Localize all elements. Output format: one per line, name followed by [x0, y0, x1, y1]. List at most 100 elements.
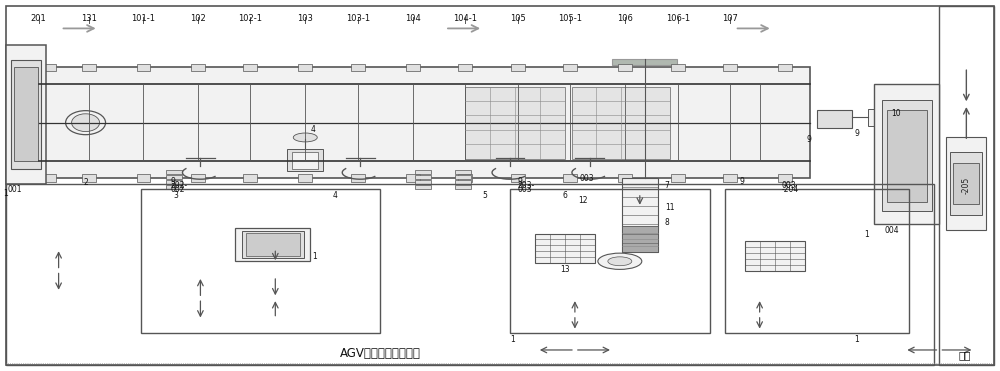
- Bar: [455, 175, 471, 179]
- Circle shape: [608, 257, 632, 266]
- Bar: [11, 60, 41, 169]
- Text: 102-1: 102-1: [238, 14, 262, 23]
- Bar: [298, 63, 312, 71]
- Bar: [287, 148, 323, 171]
- Bar: [817, 110, 852, 128]
- Text: AGV小车行车路线区域: AGV小车行车路线区域: [340, 347, 421, 360]
- Bar: [137, 174, 150, 182]
- Bar: [243, 174, 257, 182]
- Bar: [671, 174, 685, 182]
- Bar: [535, 234, 595, 263]
- Text: 仓库: 仓库: [958, 351, 971, 361]
- Text: 103-1: 103-1: [346, 14, 370, 23]
- Text: 4: 4: [333, 191, 338, 200]
- Bar: [455, 170, 471, 174]
- Bar: [6, 184, 934, 365]
- Bar: [612, 59, 677, 65]
- Circle shape: [598, 253, 642, 269]
- Bar: [671, 63, 685, 71]
- Bar: [191, 63, 205, 71]
- Bar: [723, 63, 737, 71]
- Bar: [939, 6, 994, 365]
- Text: 10: 10: [891, 109, 901, 118]
- Bar: [778, 63, 792, 71]
- Bar: [166, 185, 182, 189]
- Bar: [406, 174, 420, 182]
- Bar: [243, 63, 257, 71]
- Text: 105-1: 105-1: [558, 14, 582, 23]
- Bar: [42, 63, 56, 71]
- Bar: [618, 174, 632, 182]
- Circle shape: [293, 133, 317, 142]
- Bar: [351, 63, 365, 71]
- Bar: [563, 174, 577, 182]
- Text: -205: -205: [962, 177, 971, 194]
- Bar: [563, 63, 577, 71]
- Bar: [42, 174, 56, 182]
- Bar: [725, 189, 909, 334]
- Bar: [618, 63, 632, 71]
- Text: 11: 11: [665, 203, 674, 212]
- Bar: [572, 87, 670, 158]
- Text: 1: 1: [510, 335, 515, 344]
- Text: 1: 1: [855, 335, 859, 344]
- Text: 106-1: 106-1: [666, 14, 690, 23]
- Bar: [166, 180, 182, 184]
- Text: 202-: 202-: [170, 181, 188, 190]
- Text: 003: 003: [518, 186, 533, 194]
- Text: 201: 201: [31, 14, 47, 23]
- Bar: [351, 174, 365, 182]
- Text: 6: 6: [562, 191, 567, 200]
- Ellipse shape: [72, 114, 100, 132]
- Bar: [235, 228, 310, 261]
- Bar: [868, 109, 888, 126]
- Text: 104-1: 104-1: [453, 14, 477, 23]
- Text: 131: 131: [81, 14, 97, 23]
- Text: 203-: 203-: [518, 181, 535, 190]
- Bar: [415, 175, 431, 179]
- Text: 004: 004: [884, 226, 899, 235]
- Bar: [166, 175, 182, 179]
- Text: 8: 8: [665, 218, 670, 227]
- Text: 9: 9: [170, 177, 175, 186]
- Bar: [455, 180, 471, 184]
- Bar: [622, 178, 658, 252]
- Text: 9: 9: [855, 129, 859, 138]
- Text: 4: 4: [310, 125, 315, 134]
- Bar: [458, 174, 472, 182]
- Bar: [292, 152, 318, 169]
- Text: -204: -204: [782, 186, 799, 194]
- Bar: [455, 185, 471, 189]
- Bar: [882, 101, 932, 211]
- Bar: [745, 241, 805, 270]
- Bar: [415, 170, 431, 174]
- Bar: [406, 63, 420, 71]
- Text: 106: 106: [617, 14, 633, 23]
- Bar: [82, 63, 96, 71]
- Text: 105: 105: [510, 14, 526, 23]
- Bar: [946, 137, 986, 230]
- Text: 003: 003: [580, 174, 595, 183]
- Text: 103: 103: [297, 14, 313, 23]
- Bar: [415, 185, 431, 189]
- Bar: [458, 63, 472, 71]
- Bar: [191, 174, 205, 182]
- Bar: [465, 87, 565, 158]
- Bar: [950, 152, 982, 215]
- Bar: [511, 63, 525, 71]
- Bar: [887, 110, 927, 202]
- Text: 12: 12: [578, 196, 587, 205]
- Bar: [6, 45, 46, 184]
- Bar: [166, 170, 182, 174]
- Text: 9: 9: [740, 177, 745, 186]
- Text: 13: 13: [560, 265, 570, 274]
- Text: 5: 5: [483, 191, 487, 200]
- Text: 001: 001: [8, 186, 22, 194]
- Bar: [141, 189, 380, 334]
- Ellipse shape: [66, 111, 106, 135]
- Bar: [298, 174, 312, 182]
- Bar: [622, 226, 658, 252]
- Text: 101-1: 101-1: [131, 14, 155, 23]
- Bar: [510, 189, 710, 334]
- Text: 1: 1: [4, 189, 8, 198]
